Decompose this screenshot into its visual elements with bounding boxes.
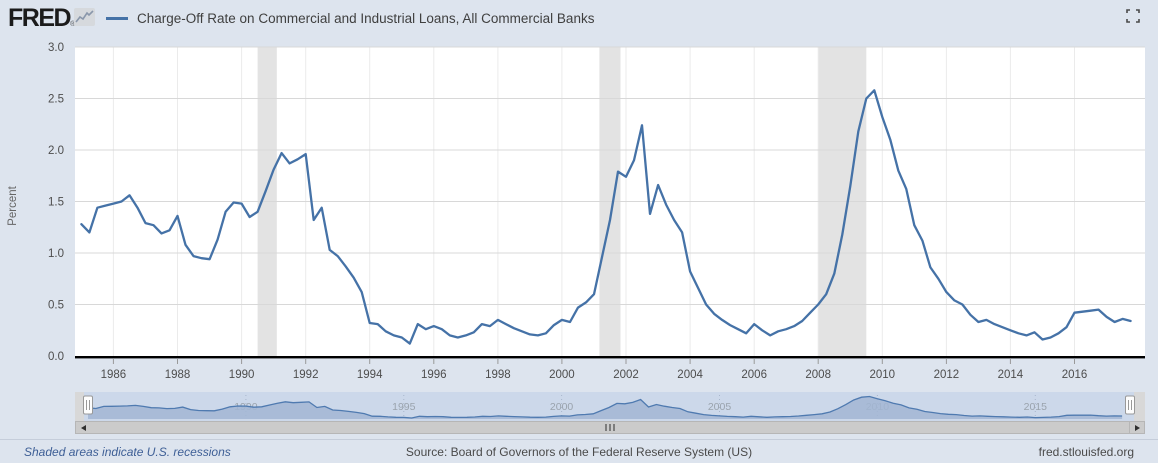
- nav-year-label: 2005: [708, 401, 732, 413]
- x-tick-label: 1988: [165, 369, 191, 381]
- expand-icon: [1126, 9, 1140, 23]
- source-text: Source: Board of Governors of the Federa…: [405, 444, 753, 459]
- y-tick-label: 1.0: [48, 248, 64, 260]
- scrollbar-left-arrow-button[interactable]: [76, 422, 91, 433]
- x-tick-label: 2004: [677, 369, 703, 381]
- data-line: [80, 89, 1132, 345]
- x-tick-label: 2016: [1062, 369, 1088, 381]
- range-navigator[interactable]: 199019952000200520102015: [0, 392, 1158, 421]
- chart-title: Charge-Off Rate on Commercial and Indust…: [137, 11, 595, 26]
- x-tick-label: 1992: [293, 369, 319, 381]
- main-chart[interactable]: 1986 1988 1990 1992 1994 1996 1998 2000 2002 2004…: [0, 36, 1158, 392]
- fred-logo-text: FRED: [8, 4, 72, 32]
- y-axis-title: Percent: [7, 185, 19, 225]
- fred-logo-chart-icon: [74, 8, 95, 26]
- x-tick-label: 2014: [998, 369, 1024, 381]
- y-tick-label: 2.5: [48, 94, 64, 106]
- scrollbar-thumb[interactable]: [90, 422, 1130, 433]
- y-tick-label: 2.0: [48, 145, 64, 157]
- scrollbar-track[interactable]: [75, 421, 1145, 434]
- x-tick-label: 2000: [549, 369, 575, 381]
- x-tick-label: 2010: [870, 369, 896, 381]
- x-tick-label: 1990: [229, 369, 255, 381]
- nav-handle-left[interactable]: [83, 395, 93, 415]
- x-tick-label: 2012: [934, 369, 960, 381]
- scrollbar-right-arrow-button[interactable]: [1129, 422, 1144, 433]
- fullscreen-button[interactable]: [1126, 9, 1142, 25]
- y-tick-label: 0.5: [48, 300, 64, 312]
- fred-logo[interactable]: FRED®: [8, 4, 75, 33]
- scrollbar-grip-icon: [605, 424, 607, 431]
- left-arrow-icon: [80, 424, 86, 431]
- nav-year-label: 2015: [1024, 401, 1048, 413]
- x-tick-label: 1996: [421, 369, 447, 381]
- nav-year-label: 1995: [392, 401, 416, 413]
- legend-line-icon: [106, 17, 128, 20]
- registered-mark: ®: [70, 21, 76, 28]
- nav-year-label: 2000: [550, 401, 574, 413]
- chart-header: FRED® Charge-Off Rate on Commercial and …: [0, 0, 1158, 36]
- site-link[interactable]: fred.stlouisfed.org: [1038, 444, 1134, 459]
- x-tick-label: 1994: [357, 369, 383, 381]
- x-tick-label: 1998: [485, 369, 511, 381]
- x-tick-label: 1986: [101, 369, 127, 381]
- x-tick-label: 2008: [805, 369, 831, 381]
- y-tick-label: 1.5: [48, 197, 64, 209]
- chart-footer: Shaded areas indicate U.S. recessions So…: [0, 439, 1158, 463]
- y-tick-label: 3.0: [48, 42, 64, 54]
- x-tick-label: 2006: [741, 369, 767, 381]
- recessions-note-link[interactable]: Shaded areas indicate U.S. recessions: [24, 444, 231, 459]
- nav-handle-right[interactable]: [1125, 395, 1135, 415]
- right-arrow-icon: [1134, 424, 1140, 431]
- x-tick-label: 2002: [613, 369, 639, 381]
- y-tick-label: 0.0: [48, 351, 64, 363]
- x-axis-line: [75, 356, 1145, 359]
- nav-area-series: [88, 396, 1123, 419]
